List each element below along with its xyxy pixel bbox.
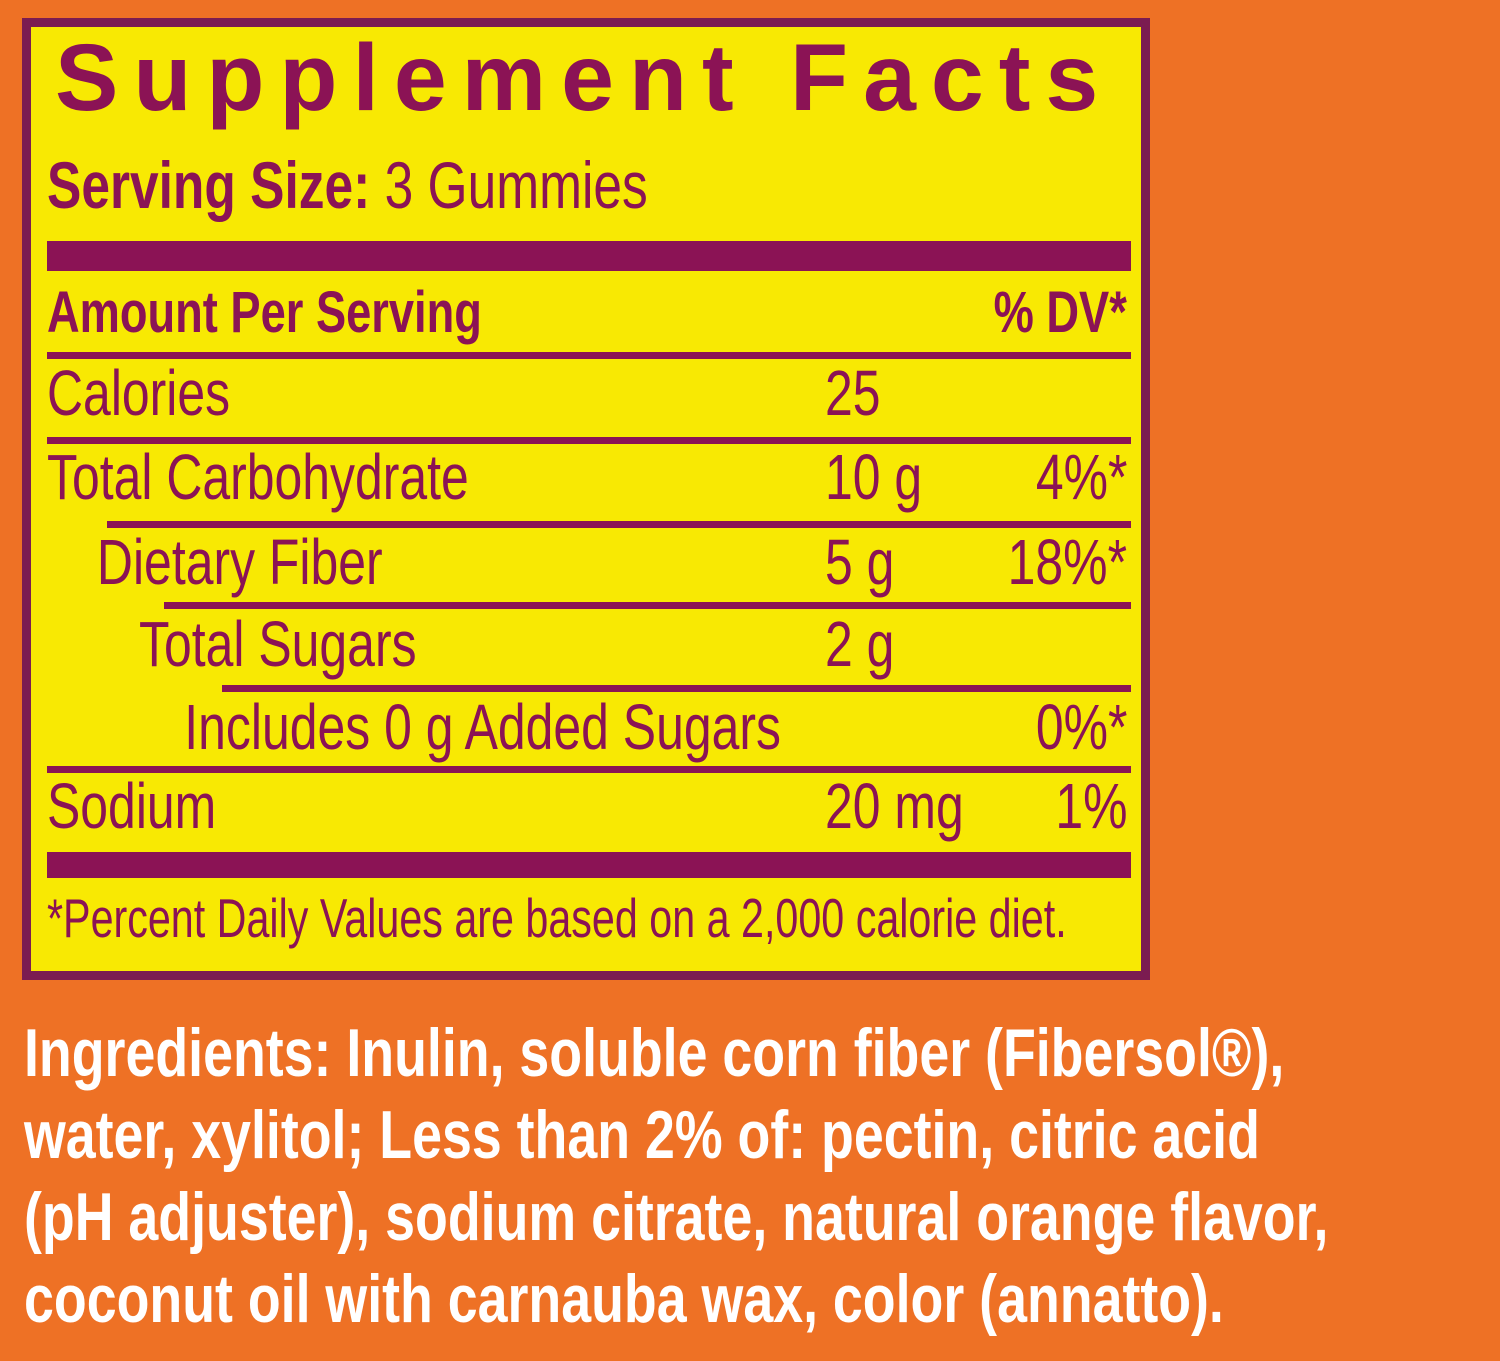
row-dv: 0%* [1035,691,1127,763]
row-label: Dietary Fiber [96,526,383,598]
daily-values-footnote: *Percent Daily Values are based on a 2,0… [47,887,1067,949]
row-amount: 20 mg [825,770,964,842]
divider-above-sodium [47,766,1131,773]
divider-above-total-sugars [164,602,1131,609]
row-amount: 5 g [825,526,895,598]
panel-title: Supplement Facts [55,25,1114,131]
table-row-sodium: Sodium 20 mg 1% [47,769,1131,842]
amount-per-serving-header: Amount Per Serving [47,280,482,345]
row-label: Includes 0 g Added Sugars [184,691,781,763]
row-label: Sodium [47,770,217,842]
serving-size-value: 3 Gummies [384,148,648,222]
table-row-total-sugars: Total Sugars 2 g [47,607,1131,680]
row-amount: 10 g [825,441,923,513]
serving-size-label: Serving Size: [47,148,371,222]
divider-below-header [47,352,1131,359]
row-dv: 18%* [1007,526,1127,598]
divider-above-dietary-fiber [107,521,1131,528]
row-label: Calories [47,357,231,429]
row-amount: 25 [825,357,881,429]
row-amount: 2 g [825,608,895,680]
thick-divider-bottom [47,852,1131,878]
ingredients-paragraph: Ingredients: Inulin, soluble corn fiber … [24,1012,1500,1340]
divider-above-added-sugars [222,685,1131,692]
row-dv: 4%* [1035,441,1127,513]
table-row-added-sugars: Includes 0 g Added Sugars 0%* [47,690,1131,763]
table-row-total-carbohydrate: Total Carbohydrate 10 g 4%* [47,440,1131,513]
serving-size-line: Serving Size: 3 Gummies [47,148,817,222]
table-row-dietary-fiber: Dietary Fiber 5 g 18%* [47,525,1131,598]
percent-dv-header: % DV* [993,280,1127,345]
ingredients-text: Inulin, soluble corn fiber (Fibersol®), … [24,1015,1329,1337]
divider-above-carbohydrate [47,437,1131,444]
serving-size-spacer [370,148,384,222]
table-row-calories: Calories 25 [47,356,1131,429]
row-label: Total Carbohydrate [47,441,469,513]
supplement-facts-panel: Supplement Facts Serving Size: 3 Gummies… [22,18,1150,980]
thick-divider-top [47,241,1131,271]
row-label: Total Sugars [139,608,417,680]
ingredients-label: Ingredients: [24,1015,332,1091]
row-dv: 1% [1054,770,1127,842]
